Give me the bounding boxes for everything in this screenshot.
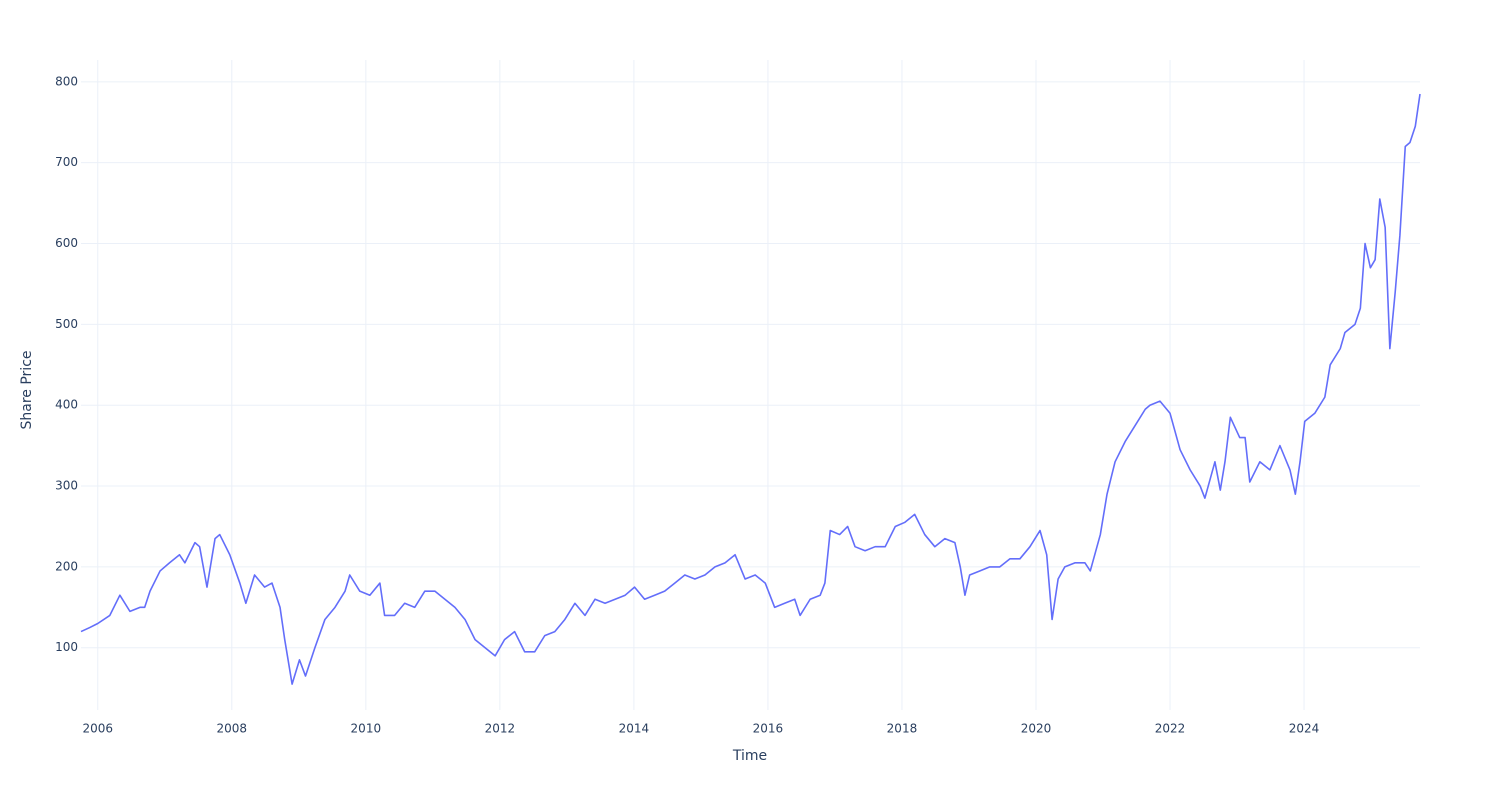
- x-tick-label: 2014: [619, 722, 650, 736]
- y-tick-label: 200: [55, 559, 78, 573]
- x-tick-label: 2006: [82, 722, 113, 736]
- x-tick-label: 2018: [887, 722, 918, 736]
- price-line: [80, 93, 1421, 685]
- y-axis-title: Share Price: [19, 350, 35, 429]
- y-tick-label: 300: [55, 479, 78, 493]
- y-tick-label: 600: [55, 236, 78, 250]
- x-tick-label: 2010: [351, 722, 382, 736]
- x-tick-label: 2024: [1289, 722, 1320, 736]
- y-tick-label: 400: [55, 398, 78, 412]
- x-tick-label: 2016: [753, 722, 784, 736]
- x-tick-label: 2022: [1155, 722, 1186, 736]
- x-tick-label: 2008: [217, 722, 248, 736]
- x-tick-label: 2020: [1021, 722, 1052, 736]
- y-tick-label: 800: [55, 74, 78, 88]
- y-tick-label: 700: [55, 155, 78, 169]
- y-tick-label: 500: [55, 317, 78, 331]
- y-tick-label: 100: [55, 640, 78, 654]
- x-tick-label: 2012: [485, 722, 516, 736]
- x-axis-title: Time: [732, 748, 767, 764]
